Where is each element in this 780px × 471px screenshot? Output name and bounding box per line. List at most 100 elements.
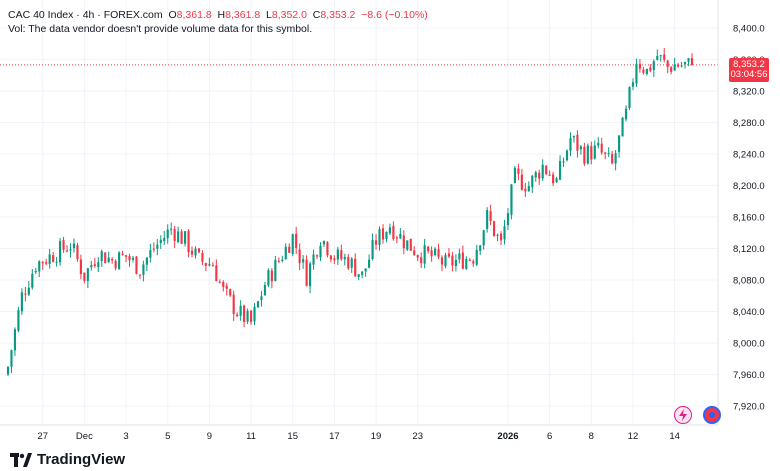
candle-body bbox=[673, 64, 676, 71]
candle-body bbox=[493, 221, 496, 236]
candle-body bbox=[215, 265, 218, 282]
candle-body bbox=[659, 55, 662, 57]
candle-body bbox=[527, 186, 530, 192]
candle-body bbox=[55, 261, 58, 263]
high-label: H bbox=[217, 9, 226, 21]
candle-body bbox=[62, 240, 65, 250]
candle-body bbox=[274, 259, 277, 281]
candle-body bbox=[236, 314, 239, 317]
candle-body bbox=[576, 134, 579, 151]
candle-body bbox=[319, 245, 322, 258]
candle-body bbox=[461, 252, 464, 269]
candle-body bbox=[635, 64, 638, 84]
candle-body bbox=[45, 262, 48, 264]
candle-body bbox=[534, 172, 537, 178]
change-value: −8.6 (−0.10%) bbox=[361, 9, 428, 21]
candle-body bbox=[447, 253, 451, 257]
candle-body bbox=[135, 256, 138, 274]
y-tick-label: 8,400.0 bbox=[733, 24, 765, 35]
candle-body bbox=[479, 245, 482, 251]
x-tick-label: Dec bbox=[76, 431, 93, 442]
x-axis: 27 Dec 3 5 9 11 15 17 19 23 2026 6 8 12 14 bbox=[37, 431, 679, 442]
x-tick-label: 6 bbox=[547, 431, 552, 442]
candle-body bbox=[295, 233, 298, 248]
x-tick-label: 8 bbox=[589, 431, 594, 442]
candle-body bbox=[90, 265, 93, 268]
candle-body bbox=[222, 281, 225, 288]
candle-body bbox=[218, 281, 221, 283]
candle-body bbox=[190, 250, 194, 255]
candle-body bbox=[149, 250, 152, 258]
y-tick-label: 8,200.0 bbox=[733, 181, 765, 192]
candle-body bbox=[437, 249, 440, 257]
candle-body bbox=[666, 60, 669, 67]
candle-body bbox=[336, 249, 339, 260]
candle-body bbox=[315, 255, 319, 257]
candle-body bbox=[34, 270, 37, 273]
candle-body bbox=[326, 242, 329, 256]
candle-body bbox=[545, 165, 548, 174]
candle-body bbox=[552, 174, 555, 184]
candle-body bbox=[329, 255, 332, 260]
symbol-title[interactable]: CAC 40 Index · 4h · FOREX.com bbox=[8, 9, 163, 21]
candle-body bbox=[170, 228, 173, 230]
candle-body bbox=[159, 239, 162, 244]
candle-body bbox=[652, 61, 655, 71]
x-tick-label: 15 bbox=[287, 431, 298, 442]
candle-body bbox=[374, 240, 378, 245]
grid bbox=[0, 0, 718, 425]
candle-body bbox=[27, 287, 30, 295]
candle-body bbox=[611, 153, 614, 164]
candle-body bbox=[590, 146, 593, 160]
candle-body bbox=[392, 225, 395, 239]
candle-body bbox=[642, 69, 645, 73]
target-icon[interactable] bbox=[703, 406, 721, 424]
low-value: 8,352.0 bbox=[271, 9, 307, 21]
candle-body bbox=[409, 238, 412, 251]
last-price-value: 8,353.2 bbox=[733, 59, 765, 70]
candle-body bbox=[454, 260, 457, 267]
bar-countdown: 03:04:56 bbox=[730, 69, 768, 80]
candle-body bbox=[232, 294, 235, 315]
candle-body bbox=[562, 161, 565, 163]
lightning-glyph bbox=[679, 409, 687, 421]
candle-body bbox=[204, 263, 207, 266]
candle-body bbox=[114, 260, 117, 269]
candle-body bbox=[17, 310, 20, 331]
candle-body bbox=[288, 246, 291, 253]
candle-body bbox=[211, 265, 214, 267]
candle-body bbox=[416, 255, 419, 258]
lightning-icon[interactable] bbox=[674, 406, 692, 424]
candle-body bbox=[565, 150, 569, 161]
candle-body bbox=[225, 285, 228, 289]
candle-body bbox=[333, 258, 336, 261]
candle-body bbox=[76, 245, 79, 260]
candle-body bbox=[663, 54, 666, 60]
candle-body bbox=[385, 231, 388, 240]
candle-body bbox=[402, 235, 405, 249]
candle-body bbox=[395, 237, 398, 239]
candle-body bbox=[670, 67, 673, 72]
close-value: 8,353.2 bbox=[320, 9, 356, 21]
x-tick-label: 17 bbox=[329, 431, 340, 442]
candle-body bbox=[312, 254, 315, 265]
candle-body bbox=[267, 270, 270, 286]
candle-body bbox=[243, 305, 246, 322]
candle-body bbox=[350, 258, 353, 268]
low-label: L bbox=[266, 9, 272, 21]
tradingview-brand[interactable]: TradingView bbox=[10, 451, 125, 468]
y-tick-label: 7,960.0 bbox=[733, 370, 765, 381]
candle-body bbox=[600, 143, 603, 153]
x-tick-label: 14 bbox=[669, 431, 680, 442]
x-tick-label: 11 bbox=[246, 431, 256, 442]
open-value: 8,361.8 bbox=[176, 9, 212, 21]
candle-body bbox=[656, 56, 659, 60]
candle-body bbox=[555, 178, 558, 183]
candle-body bbox=[65, 250, 69, 252]
candle-body bbox=[406, 240, 409, 250]
candle-body bbox=[13, 329, 17, 351]
x-tick-label: 3 bbox=[123, 431, 128, 442]
target-glyph bbox=[709, 412, 715, 418]
candle-body bbox=[399, 233, 402, 239]
